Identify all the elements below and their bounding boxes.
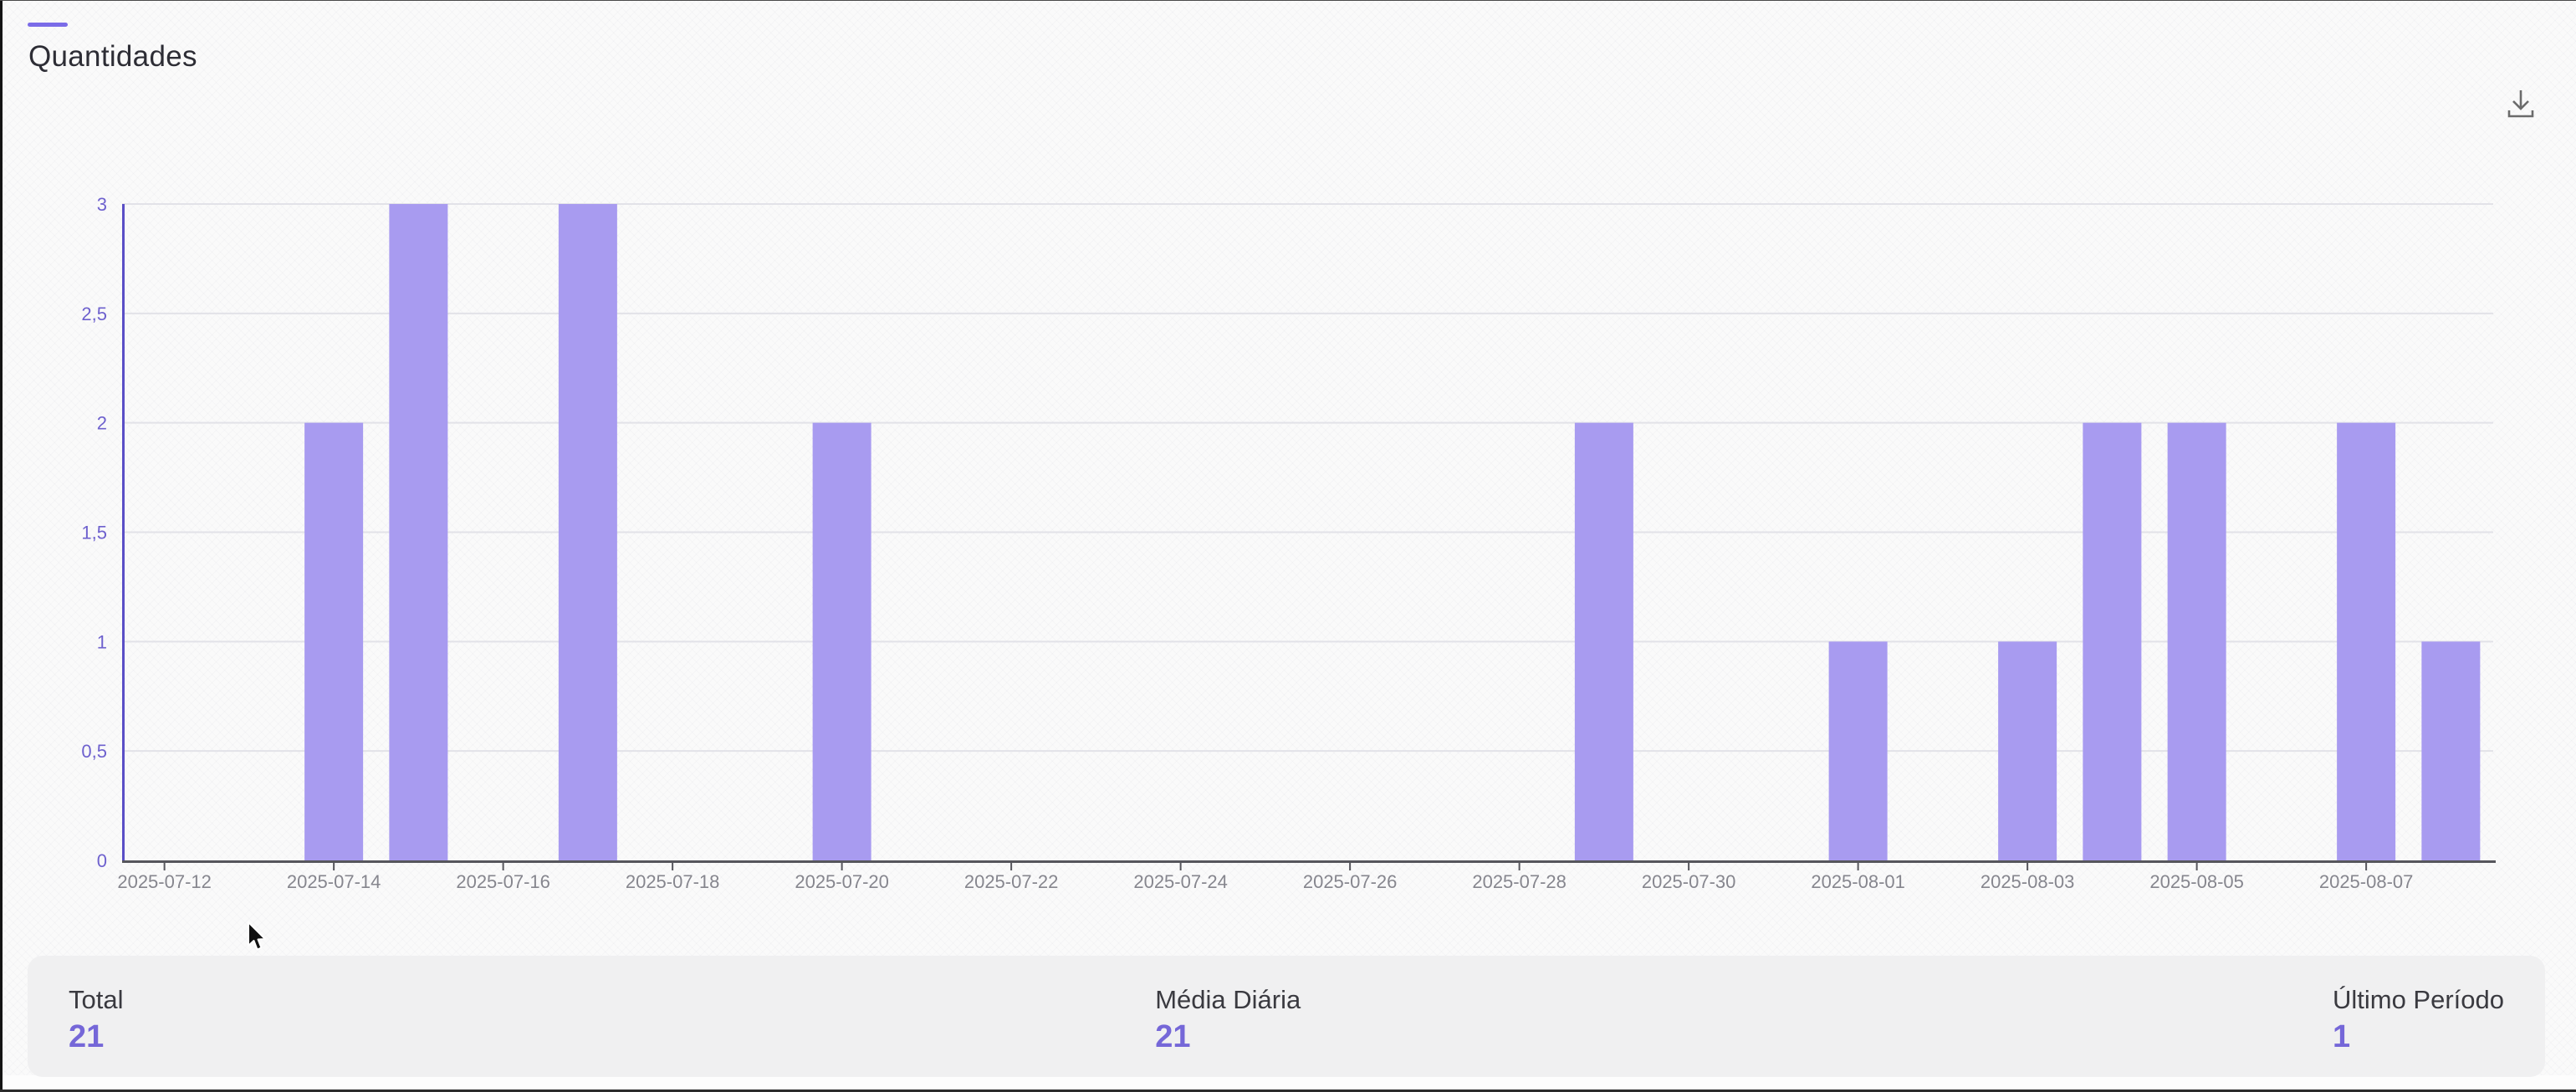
stat-ultimo-periodo-value: 1 [2332, 1019, 2351, 1055]
y-axis-tick-label: 2 [97, 413, 107, 434]
stat-total: Total 21 [69, 984, 123, 1077]
stats-panel: Total 21 Média Diária 21 Último Período … [28, 956, 2545, 1077]
bar-2025-07-14[interactable] [304, 422, 364, 861]
bar-2025-08-03[interactable] [1998, 641, 2057, 860]
x-axis-tick-label: 2025-08-07 [2319, 871, 2414, 892]
download-button[interactable] [2499, 82, 2543, 125]
x-axis-tick-label: 2025-07-22 [964, 871, 1059, 892]
bar-2025-08-04[interactable] [2083, 422, 2142, 861]
mouse-cursor [248, 921, 266, 951]
x-axis-tick-label: 2025-07-26 [1303, 871, 1398, 892]
download-icon [2507, 90, 2534, 118]
bar-2025-08-07[interactable] [2337, 422, 2396, 861]
window-edge-top [0, 0, 2576, 1]
x-axis-tick-label: 2025-08-01 [1811, 871, 1905, 892]
bar-2025-07-20[interactable] [812, 422, 871, 861]
y-axis-tick-label: 1,5 [81, 523, 107, 543]
stat-ultimo-periodo-label: Último Período [2332, 985, 2504, 1014]
x-axis-tick-label: 2025-08-05 [2149, 871, 2244, 892]
x-axis-tick-label: 2025-07-20 [795, 871, 889, 892]
y-axis-tick-label: 3 [97, 194, 107, 215]
page-background-strip [0, 1075, 2576, 1089]
bar-2025-07-17[interactable] [558, 204, 617, 860]
y-axis-tick-label: 0 [97, 850, 107, 871]
stat-media-diaria: Média Diária 21 [1155, 984, 1301, 1077]
y-axis-tick-label: 0,5 [81, 741, 107, 762]
x-axis-tick-label: 2025-07-14 [287, 871, 381, 892]
x-axis-tick-label: 2025-08-03 [1981, 871, 2075, 892]
stat-total-label: Total [69, 985, 124, 1014]
x-axis-tick-label: 2025-07-18 [626, 871, 720, 892]
stat-total-value: 21 [69, 1019, 105, 1055]
x-axis-tick-label: 2025-07-16 [456, 871, 550, 892]
x-axis-tick-label: 2025-07-24 [1133, 871, 1228, 892]
x-axis-tick-label: 2025-07-28 [1472, 871, 1567, 892]
y-axis-tick-label: 1 [97, 631, 107, 652]
x-axis-tick-label: 2025-07-30 [1642, 871, 1736, 892]
bar-2025-07-29[interactable] [1574, 422, 1633, 861]
bar-2025-08-05[interactable] [2167, 422, 2226, 861]
stat-ultimo-periodo: Último Período 1 [2333, 984, 2504, 1077]
page-title: Quantidades [28, 40, 197, 73]
bar-2025-08-08[interactable] [2421, 641, 2481, 860]
bar-2025-07-15[interactable] [389, 204, 448, 860]
x-axis-tick-label: 2025-07-12 [117, 871, 212, 892]
stat-media-diaria-label: Média Diária [1155, 985, 1301, 1014]
window-edge-bottom [0, 1089, 2576, 1092]
window-edge-left [0, 0, 3, 1092]
accent-dash [28, 23, 68, 27]
y-axis-tick-label: 2,5 [81, 304, 107, 324]
bar-2025-08-01[interactable] [1828, 641, 1888, 860]
stat-media-diaria-value: 21 [1155, 1019, 1191, 1055]
